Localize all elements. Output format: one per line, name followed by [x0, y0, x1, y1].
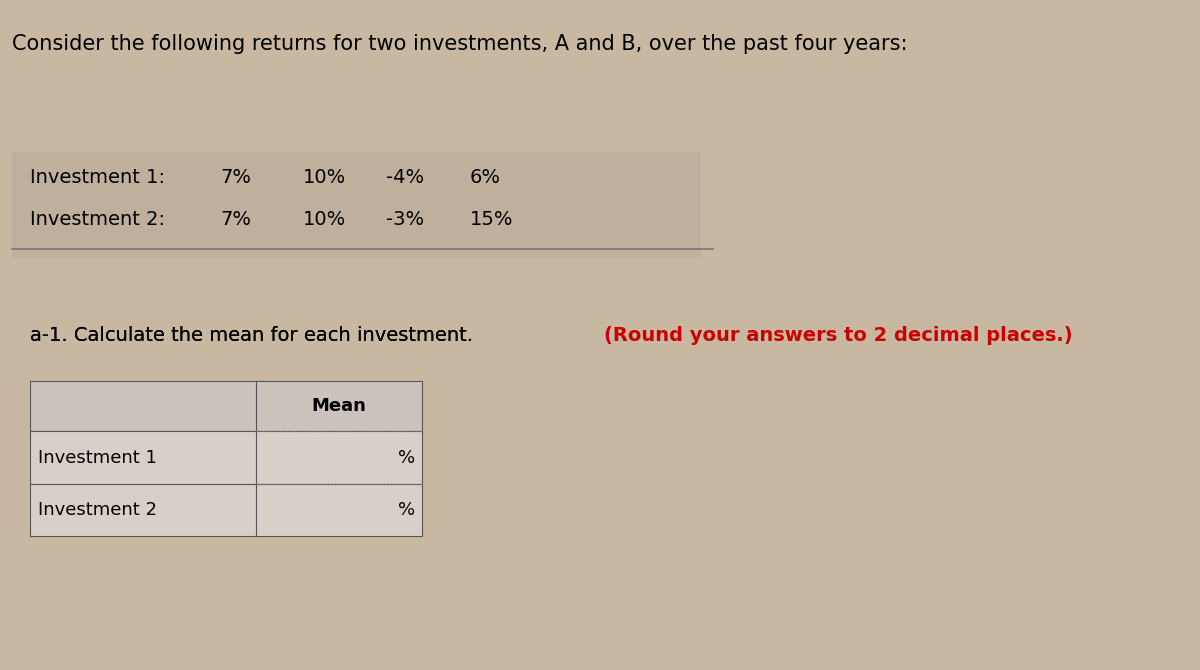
Text: a-1. Calculate the mean for each investment.: a-1. Calculate the mean for each investm… [30, 326, 479, 344]
FancyBboxPatch shape [30, 484, 422, 536]
Text: 10%: 10% [304, 168, 347, 187]
Text: 6%: 6% [469, 168, 500, 187]
Text: %: % [397, 449, 415, 466]
Text: 15%: 15% [469, 210, 514, 229]
Text: 10%: 10% [304, 210, 347, 229]
Text: Mean: Mean [311, 397, 366, 415]
Text: Investment 2: Investment 2 [38, 501, 157, 519]
Text: -4%: -4% [386, 168, 425, 187]
Text: Consider the following returns for two investments, A and B, over the past four : Consider the following returns for two i… [12, 34, 907, 54]
FancyBboxPatch shape [30, 431, 422, 484]
Text: %: % [397, 501, 415, 519]
FancyBboxPatch shape [30, 381, 422, 431]
FancyBboxPatch shape [12, 152, 702, 258]
Text: Investment 1:: Investment 1: [30, 168, 164, 187]
Text: Investment 2:: Investment 2: [30, 210, 164, 229]
Text: (Round your answers to 2 decimal places.): (Round your answers to 2 decimal places.… [604, 326, 1073, 344]
Text: 7%: 7% [220, 168, 251, 187]
Text: -3%: -3% [386, 210, 425, 229]
Text: Investment 1: Investment 1 [38, 449, 157, 466]
Text: a-1. Calculate the mean for each investment.: a-1. Calculate the mean for each investm… [30, 326, 479, 344]
Text: 7%: 7% [220, 210, 251, 229]
